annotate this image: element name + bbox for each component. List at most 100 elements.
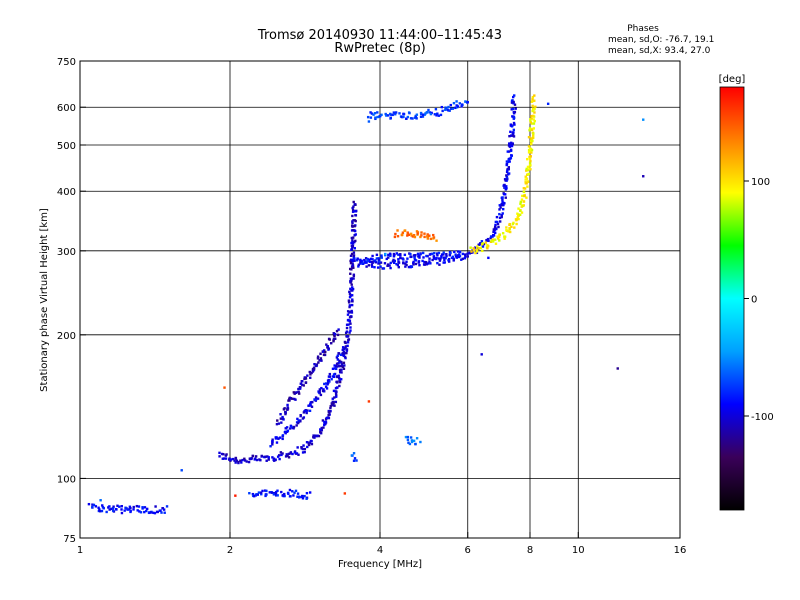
data-point xyxy=(517,207,520,210)
data-point xyxy=(530,122,534,125)
data-point xyxy=(139,511,143,514)
data-point xyxy=(367,400,371,403)
data-point xyxy=(453,250,456,254)
data-point xyxy=(343,355,347,359)
data-point xyxy=(451,255,455,259)
data-point xyxy=(331,367,335,370)
data-point xyxy=(243,459,247,462)
data-point xyxy=(498,233,501,237)
data-point xyxy=(365,261,368,264)
data-point xyxy=(340,371,343,374)
data-point xyxy=(311,370,315,373)
data-point xyxy=(303,447,307,451)
data-point xyxy=(408,111,411,115)
data-point xyxy=(319,430,322,434)
data-point xyxy=(309,401,313,404)
data-point xyxy=(221,457,224,460)
data-point xyxy=(503,178,507,181)
data-point xyxy=(281,434,285,437)
data-point xyxy=(316,397,320,400)
data-point xyxy=(135,504,139,508)
data-point xyxy=(284,410,287,414)
data-point xyxy=(439,257,442,261)
data-point xyxy=(163,511,166,514)
data-point xyxy=(464,253,467,256)
data-point xyxy=(350,252,354,256)
data-point xyxy=(287,456,291,459)
data-point xyxy=(529,121,533,124)
data-point xyxy=(282,418,285,421)
data-point xyxy=(272,493,276,496)
data-point xyxy=(108,508,111,511)
data-point xyxy=(354,219,357,223)
data-point xyxy=(407,441,410,444)
data-point xyxy=(432,255,436,258)
data-point xyxy=(336,333,340,337)
data-point xyxy=(338,359,341,363)
data-point xyxy=(327,347,330,350)
x-tick-label: 6 xyxy=(465,545,471,556)
data-point xyxy=(501,232,505,235)
data-point xyxy=(318,358,321,362)
data-point xyxy=(513,226,516,229)
data-point xyxy=(515,222,518,226)
data-point xyxy=(384,253,387,256)
data-point xyxy=(303,494,306,498)
data-point xyxy=(99,510,102,513)
data-point xyxy=(338,370,342,374)
data-point xyxy=(435,252,439,255)
data-point xyxy=(403,253,407,256)
data-point xyxy=(366,115,370,119)
data-point xyxy=(294,391,298,395)
data-point xyxy=(370,265,374,268)
data-point xyxy=(507,144,511,147)
data-point xyxy=(334,367,338,371)
data-point xyxy=(513,110,517,114)
data-point xyxy=(363,258,366,262)
data-point xyxy=(530,114,533,118)
data-point xyxy=(509,124,513,127)
data-point xyxy=(522,200,525,203)
data-point xyxy=(426,233,429,236)
x-tick-label: 2 xyxy=(227,545,233,556)
data-point xyxy=(295,452,299,455)
data-point xyxy=(223,386,226,389)
data-point xyxy=(506,160,510,164)
data-point xyxy=(281,452,284,455)
data-point xyxy=(284,427,287,430)
data-point xyxy=(335,386,339,389)
data-point xyxy=(533,111,536,114)
grid-lines xyxy=(80,61,680,538)
data-point xyxy=(351,277,354,280)
data-point xyxy=(276,419,279,422)
data-point xyxy=(389,261,392,265)
data-point xyxy=(412,260,415,264)
data-point xyxy=(479,242,482,245)
data-point xyxy=(280,453,283,457)
data-point xyxy=(350,294,354,297)
data-point xyxy=(383,262,387,265)
data-point xyxy=(324,385,328,388)
data-point xyxy=(513,94,516,97)
data-point xyxy=(393,235,397,239)
data-point xyxy=(354,239,357,243)
data-point xyxy=(277,422,281,425)
data-point xyxy=(456,105,460,108)
data-point xyxy=(257,491,261,494)
data-point xyxy=(342,347,346,350)
data-point xyxy=(319,352,322,355)
data-point xyxy=(486,246,489,250)
data-point xyxy=(447,109,450,112)
data-point xyxy=(299,414,302,418)
data-point xyxy=(436,254,439,257)
data-point xyxy=(374,261,378,264)
data-point xyxy=(312,367,316,370)
data-point xyxy=(496,220,499,224)
data-point xyxy=(241,458,244,462)
data-point xyxy=(251,492,255,496)
data-point xyxy=(253,494,256,498)
data-point xyxy=(421,115,425,118)
data-point xyxy=(376,111,379,114)
data-point xyxy=(494,223,497,227)
data-point xyxy=(286,403,289,407)
